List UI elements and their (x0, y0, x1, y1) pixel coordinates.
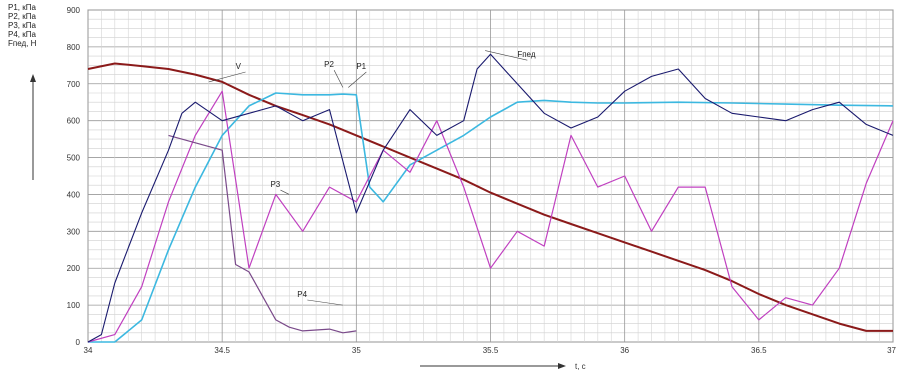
annotation-label: P3 (270, 180, 280, 189)
annotation-label: P1 (356, 62, 366, 71)
annotation-leader (348, 71, 367, 88)
ylabel-p1: P1, кПа (8, 3, 36, 12)
ylabel-p4: P4, кПа (8, 30, 36, 39)
y-tick-label: 800 (67, 43, 81, 52)
ylabel-p3: P3, кПа (8, 21, 36, 30)
y-tick-label: 0 (76, 338, 81, 347)
y-tick-label: 700 (67, 80, 81, 89)
annotation-label: P2 (324, 60, 334, 69)
y-tick-label: 400 (67, 190, 81, 199)
axis-ticks: 0 100 200 300 400 500 600 700 800 900 34 34.5 35 35.5… (67, 6, 897, 355)
annotation-leader (208, 71, 246, 83)
series-group (87, 53, 894, 343)
x-tick-label: 36 (620, 346, 629, 355)
x-tick-label: 34 (84, 346, 93, 355)
series-line-p2 (88, 92, 894, 343)
chart-grid (87, 9, 894, 343)
series-line-v (87, 62, 893, 332)
x-tick-label: 35.5 (483, 346, 499, 355)
y-tick-label: 600 (67, 117, 81, 126)
annotation-leader (280, 189, 290, 195)
series-line-fped (87, 53, 894, 343)
x-tick-label: 37 (887, 346, 896, 355)
y-tick-label: 200 (67, 264, 81, 273)
x-axis-label: t, c (575, 362, 586, 371)
ylabel-fped: Fпед, Н (8, 39, 37, 48)
series-line-p1 (87, 90, 894, 343)
series-line-p4 (168, 134, 357, 334)
x-tick-label: 35 (352, 346, 361, 355)
x-tick-label: 36.5 (751, 346, 767, 355)
y-tick-label: 300 (67, 227, 81, 236)
x-axis-arrow (420, 363, 566, 369)
x-tick-label: 34.5 (214, 346, 230, 355)
y-tick-label: 500 (67, 154, 81, 163)
ylabel-p2: P2, кПа (8, 12, 36, 21)
annotation-leader (307, 299, 343, 306)
annotation-leader (485, 50, 528, 61)
annotation-label: V (236, 62, 242, 71)
annotation-label: P4 (297, 290, 307, 299)
annotations: V P2 P1 Fпед P3 P4 (208, 50, 536, 306)
y-tick-label: 900 (67, 6, 81, 15)
annotation-label: Fпед (517, 50, 535, 59)
y-axis-arrow (30, 74, 36, 180)
y-tick-label: 100 (67, 301, 81, 310)
annotation-leader (333, 70, 344, 88)
